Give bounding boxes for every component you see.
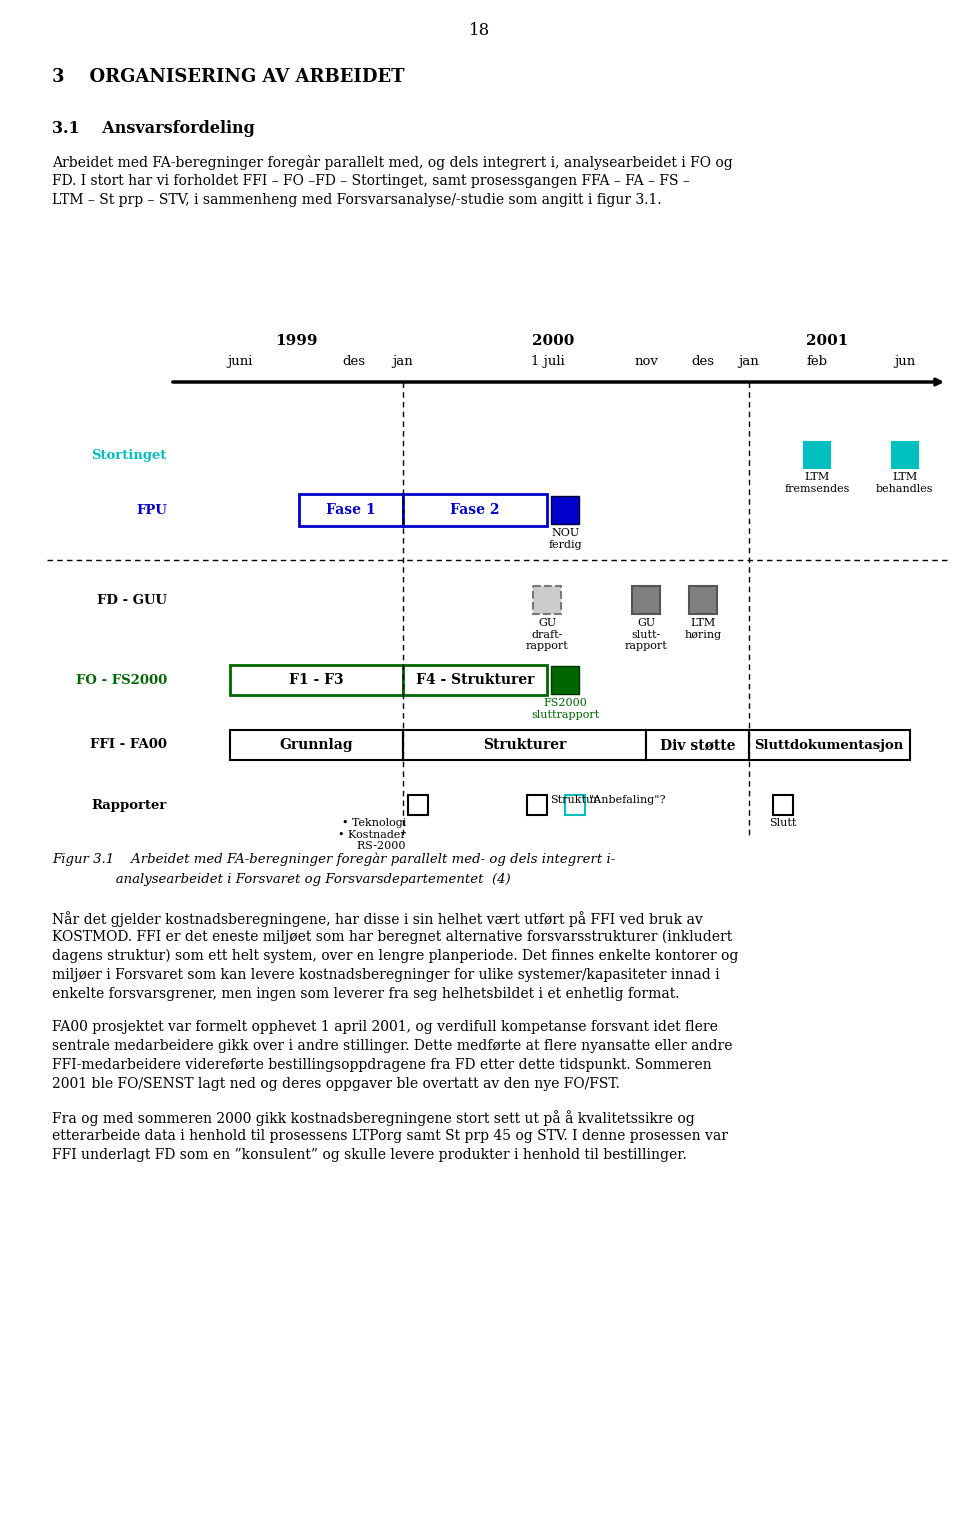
FancyBboxPatch shape [633, 586, 660, 613]
FancyBboxPatch shape [534, 586, 562, 613]
Text: Strukturer: Strukturer [483, 739, 566, 752]
Text: dagens struktur) som ett helt system, over en lengre planperiode. Det finnes enk: dagens struktur) som ett helt system, ov… [52, 949, 738, 963]
Text: 2001 ble FO/SENST lagt ned og deres oppgaver ble overtatt av den nye FO/FST.: 2001 ble FO/SENST lagt ned og deres oppg… [52, 1077, 620, 1091]
FancyBboxPatch shape [689, 586, 717, 613]
FancyBboxPatch shape [565, 795, 586, 815]
Text: FS2000
sluttrapport: FS2000 sluttrapport [531, 697, 600, 720]
FancyBboxPatch shape [527, 795, 547, 815]
FancyBboxPatch shape [229, 665, 403, 694]
Text: Når det gjelder kostnadsberegningene, har disse i sin helhet vært utført på FFI : Når det gjelder kostnadsberegningene, ha… [52, 911, 703, 926]
Text: FD. I stort har vi forholdet FFI – FO –FD – Stortinget, samt prosessgangen FFA –: FD. I stort har vi forholdet FFI – FO –F… [52, 174, 690, 188]
Text: F4 - Strukturer: F4 - Strukturer [416, 673, 535, 687]
Text: jan: jan [393, 356, 414, 368]
Text: Figur 3.1    Arbeidet med FA-beregninger foregàr parallelt med- og dels integre: Figur 3.1 Arbeidet med FA-beregninger fo… [52, 853, 615, 867]
FancyBboxPatch shape [299, 494, 403, 526]
Text: miljøer i Forsvaret som kan levere kostnadsberegninger for ulike systemer/kapasi: miljøer i Forsvaret som kan levere kostn… [52, 967, 720, 983]
Text: FA00 prosjektet var formelt opphevet 1 april 2001, og verdifull kompetanse forsv: FA00 prosjektet var formelt opphevet 1 a… [52, 1019, 718, 1035]
Text: LTM – St prp – STV, i sammenheng med Forsvarsanalyse/-studie som angitt i figur : LTM – St prp – STV, i sammenheng med For… [52, 192, 661, 208]
Text: Struktur: Struktur [550, 795, 599, 806]
Text: 1999: 1999 [276, 334, 318, 348]
Text: 2000: 2000 [532, 334, 574, 348]
FancyBboxPatch shape [403, 665, 547, 694]
Text: 1 juli: 1 juli [531, 356, 564, 368]
FancyBboxPatch shape [403, 494, 547, 526]
Text: Rapporter: Rapporter [91, 798, 167, 812]
Text: jan: jan [738, 356, 759, 368]
Text: Fra og med sommeren 2000 gikk kostnadsberegningene stort sett ut på å kvalitetss: Fra og med sommeren 2000 gikk kostnadsbe… [52, 1109, 695, 1126]
Text: FD - GUU: FD - GUU [97, 594, 167, 606]
Text: LTM
høring: LTM høring [684, 618, 722, 639]
Text: juni: juni [227, 356, 252, 368]
Text: FFI-medarbeidere videreførte bestillingsoppdragene fra FD etter dette tidspunkt.: FFI-medarbeidere videreførte bestillings… [52, 1058, 711, 1071]
FancyBboxPatch shape [551, 496, 580, 523]
Text: enkelte forsvarsgrener, men ingen som leverer fra seg helhetsbildet i et enhetli: enkelte forsvarsgrener, men ingen som le… [52, 987, 680, 1001]
Text: 2001: 2001 [805, 334, 848, 348]
Text: feb: feb [806, 356, 828, 368]
Text: LTM
behandles: LTM behandles [876, 472, 933, 493]
Text: • Teknologi
• Kostnader
  RS-2000: • Teknologi • Kostnader RS-2000 [338, 818, 406, 852]
Text: FFI underlagt FD som en ”konsulent” og skulle levere produkter i henhold til bes: FFI underlagt FD som en ”konsulent” og s… [52, 1148, 686, 1161]
FancyBboxPatch shape [403, 729, 646, 760]
Text: GU
slutt-
rapport: GU slutt- rapport [625, 618, 667, 652]
Text: KOSTMOD. FFI er det eneste miljøet som har beregnet alternative forsvarsstruktur: KOSTMOD. FFI er det eneste miljøet som h… [52, 929, 732, 945]
FancyBboxPatch shape [773, 795, 793, 815]
Text: Slutt: Slutt [769, 818, 797, 829]
Text: 18: 18 [469, 21, 491, 40]
Text: etterarbeide data i henhold til prosessens LTPorg samt St prp 45 og STV. I denne: etterarbeide data i henhold til prosesse… [52, 1129, 728, 1143]
Text: Stortinget: Stortinget [91, 449, 167, 461]
FancyBboxPatch shape [749, 729, 910, 760]
Text: Sluttdokumentasjon: Sluttdokumentasjon [755, 739, 903, 751]
Text: des: des [692, 356, 714, 368]
Text: analysearbeidet i Forsvaret og Forsvarsdepartementet  (4): analysearbeidet i Forsvaret og Forsvarsd… [52, 873, 511, 887]
Text: nov: nov [635, 356, 659, 368]
Text: FPU: FPU [136, 504, 167, 516]
FancyBboxPatch shape [229, 729, 403, 760]
FancyBboxPatch shape [892, 443, 918, 468]
Text: Arbeidet med FA-beregninger foregàr parallelt med, og dels integrert i, analyse: Arbeidet med FA-beregninger foregàr par… [52, 156, 732, 169]
FancyBboxPatch shape [804, 443, 830, 468]
FancyBboxPatch shape [646, 729, 749, 760]
FancyBboxPatch shape [551, 665, 580, 694]
Text: 3.1    Ansvarsfordeling: 3.1 Ansvarsfordeling [52, 121, 254, 137]
Text: jun: jun [894, 356, 915, 368]
Text: NOU
ferdig: NOU ferdig [548, 528, 582, 549]
Text: Fase 1: Fase 1 [326, 504, 375, 517]
Text: LTM
fremsendes: LTM fremsendes [784, 472, 850, 493]
FancyBboxPatch shape [408, 795, 428, 815]
Text: des: des [342, 356, 365, 368]
Text: "Anbefaling"?: "Anbefaling"? [588, 795, 666, 806]
Text: F1 - F3: F1 - F3 [289, 673, 344, 687]
Text: GU
draft-
rapport: GU draft- rapport [526, 618, 568, 652]
Text: 3    ORGANISERING AV ARBEIDET: 3 ORGANISERING AV ARBEIDET [52, 69, 404, 85]
Text: FFI - FA00: FFI - FA00 [90, 739, 167, 751]
Text: FO - FS2000: FO - FS2000 [76, 673, 167, 687]
Text: Grunnlag: Grunnlag [279, 739, 353, 752]
Text: Div støtte: Div støtte [660, 739, 735, 752]
Text: Fase 2: Fase 2 [450, 504, 500, 517]
Text: sentrale medarbeidere gikk over i andre stillinger. Dette medførte at flere nyan: sentrale medarbeidere gikk over i andre … [52, 1039, 732, 1053]
